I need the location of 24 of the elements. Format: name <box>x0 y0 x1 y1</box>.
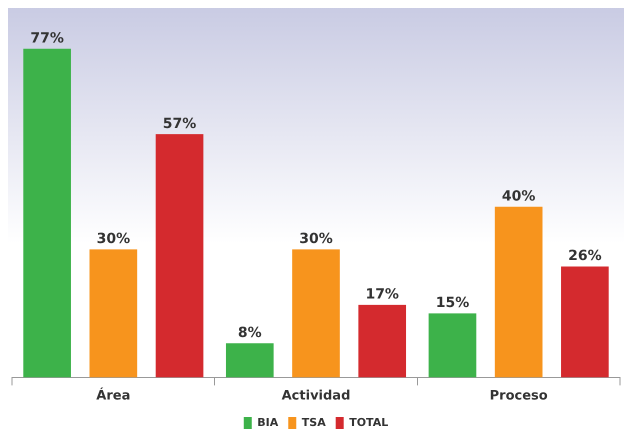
data-label: 26% <box>568 248 602 264</box>
x-tick-label: Actividad <box>282 388 350 404</box>
bar <box>292 249 340 378</box>
data-label: 57% <box>162 116 196 132</box>
data-label: 30% <box>299 231 333 248</box>
x-tick-label: Proceso <box>490 388 548 404</box>
data-label: 77% <box>30 30 64 46</box>
bar <box>156 134 204 378</box>
data-label: 8% <box>238 324 262 341</box>
bar <box>90 249 138 378</box>
bar <box>428 313 476 378</box>
data-label: 17% <box>365 286 399 302</box>
bar <box>226 343 274 378</box>
data-label: 30% <box>96 231 130 248</box>
bar <box>23 48 71 378</box>
data-label: 40% <box>502 188 536 204</box>
bar <box>561 266 609 378</box>
x-tick-label: Área <box>96 386 130 404</box>
bar <box>494 206 542 378</box>
legend-label: TOTAL <box>349 416 388 429</box>
bar <box>358 304 406 378</box>
data-label: 15% <box>436 295 470 312</box>
legend-label: BIA <box>257 416 279 429</box>
legend-label: TSA <box>302 416 326 429</box>
